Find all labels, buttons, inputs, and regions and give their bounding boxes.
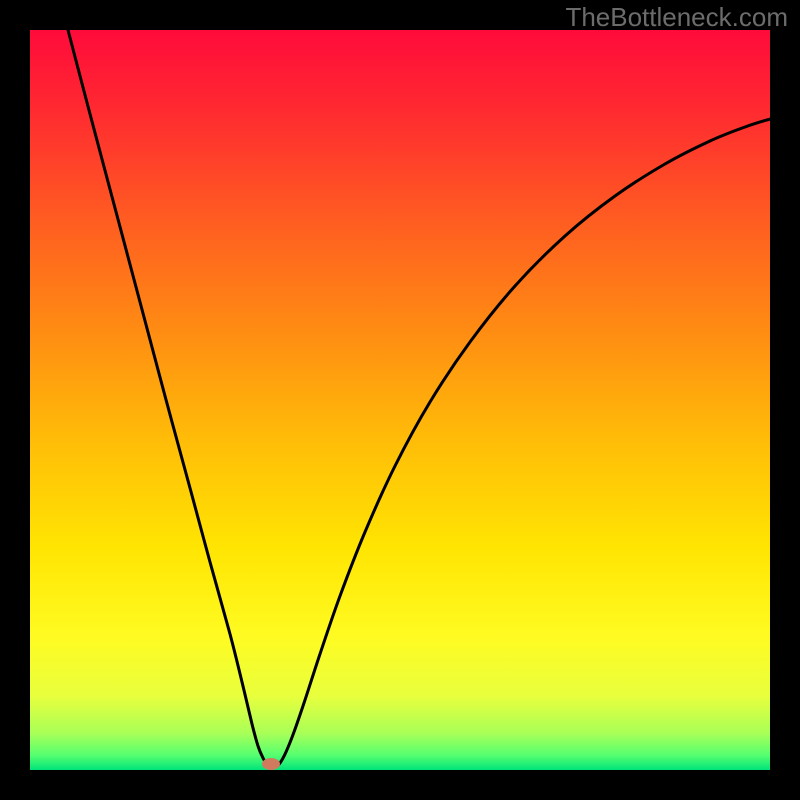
watermark-text: TheBottleneck.com xyxy=(565,2,788,33)
chart-frame: TheBottleneck.com xyxy=(0,0,800,800)
plot-area xyxy=(30,30,770,770)
gradient-rect xyxy=(30,30,770,770)
gradient-background xyxy=(30,30,770,770)
vertex-marker xyxy=(262,758,280,770)
